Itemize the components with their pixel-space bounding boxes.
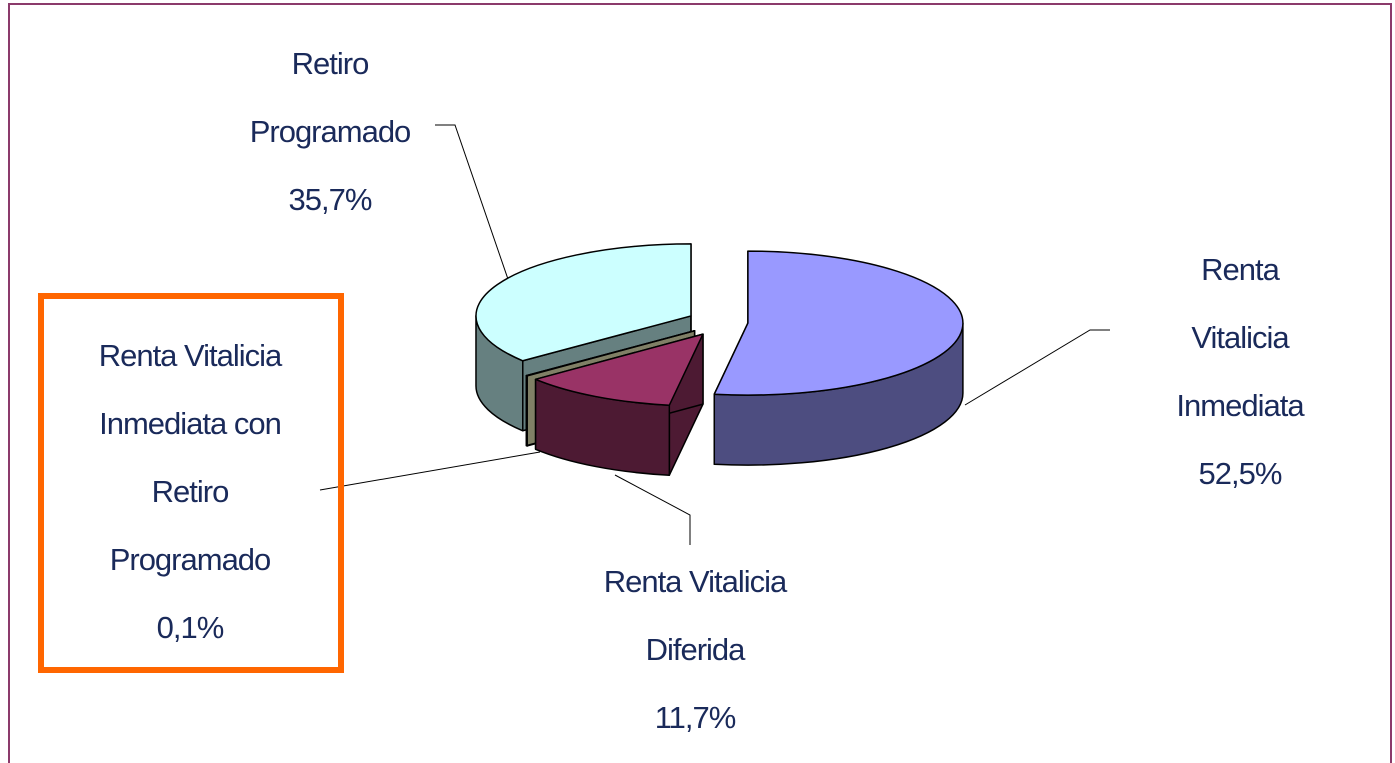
frame (8, 3, 1392, 763)
value-label: 11,7% (654, 700, 737, 735)
category-label: Retiro Programado (249, 46, 412, 149)
slice-label: Renta Vitalicia Inmediata 52,5% (1163, 236, 1318, 508)
highlight-box (38, 293, 344, 673)
slice-top (475, 243, 692, 362)
leader-line (964, 329, 1110, 406)
category-label: Renta Vitalicia Diferida (603, 564, 788, 667)
slice-wall (525, 374, 528, 447)
leader-line (319, 451, 541, 491)
value-label: 35,7% (288, 182, 373, 217)
slice-top (713, 250, 964, 396)
slice (534, 333, 704, 476)
slice-label: Retiro Programado 35,7% (249, 30, 412, 234)
leader-line (614, 474, 691, 545)
slice-label: Renta Vitalicia Diferida 11,7% (603, 548, 788, 752)
category-label: Renta Vitalicia Inmediata con Retiro Pro… (98, 338, 283, 577)
slice-label: Renta Vitalicia Inmediata con Retiro Pro… (98, 322, 283, 662)
slice-top (534, 333, 704, 406)
slice-top (525, 330, 696, 377)
value-label: 52,5% (1198, 456, 1283, 491)
value-label: 0,1% (156, 610, 225, 645)
category-label: Renta Vitalicia Inmediata (1176, 252, 1304, 423)
leader-line (435, 124, 511, 286)
slice (713, 250, 964, 466)
